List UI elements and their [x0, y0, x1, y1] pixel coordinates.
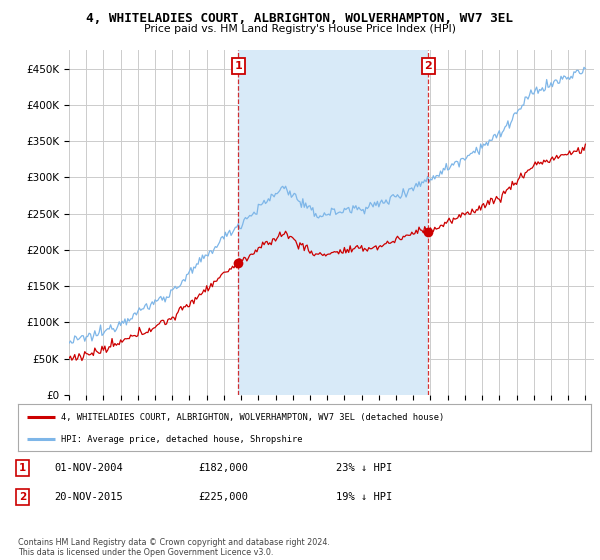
Text: 1: 1 [235, 61, 242, 71]
Text: HPI: Average price, detached house, Shropshire: HPI: Average price, detached house, Shro… [61, 435, 302, 444]
Text: Contains HM Land Registry data © Crown copyright and database right 2024.
This d: Contains HM Land Registry data © Crown c… [18, 538, 330, 557]
Text: 4, WHITELADIES COURT, ALBRIGHTON, WOLVERHAMPTON, WV7 3EL (detached house): 4, WHITELADIES COURT, ALBRIGHTON, WOLVER… [61, 413, 444, 422]
Bar [238, 50, 428, 395]
Text: 20-NOV-2015: 20-NOV-2015 [54, 492, 123, 502]
Text: 19% ↓ HPI: 19% ↓ HPI [336, 492, 392, 502]
Text: 23% ↓ HPI: 23% ↓ HPI [336, 463, 392, 473]
Text: £225,000: £225,000 [198, 492, 248, 502]
Text: 4, WHITELADIES COURT, ALBRIGHTON, WOLVERHAMPTON, WV7 3EL: 4, WHITELADIES COURT, ALBRIGHTON, WOLVER… [86, 12, 514, 25]
Text: Price paid vs. HM Land Registry's House Price Index (HPI): Price paid vs. HM Land Registry's House … [144, 24, 456, 34]
Text: £182,000: £182,000 [198, 463, 248, 473]
Text: 2: 2 [19, 492, 26, 502]
Text: 01-NOV-2004: 01-NOV-2004 [54, 463, 123, 473]
Text: 2: 2 [425, 61, 432, 71]
Text: 1: 1 [19, 463, 26, 473]
